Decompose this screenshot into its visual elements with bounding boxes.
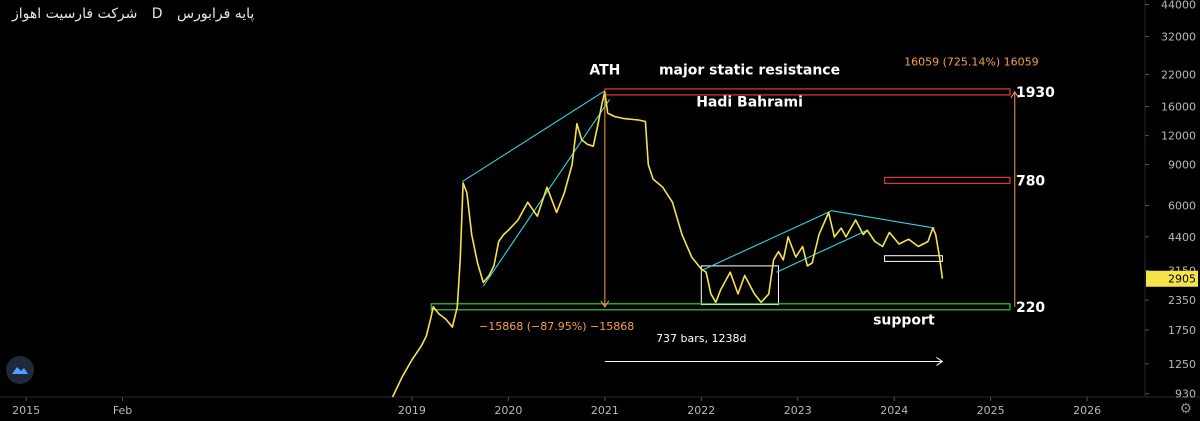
y-tick-label: 1750 xyxy=(1168,324,1196,337)
trendline xyxy=(701,210,832,272)
trendline xyxy=(482,98,611,287)
y-tick-label: 12000 xyxy=(1161,130,1196,143)
x-tick-label: 2025 xyxy=(977,404,1005,417)
chart-annotation: support xyxy=(873,312,935,328)
y-tick-label: 930 xyxy=(1175,388,1196,401)
level-band xyxy=(883,176,1011,184)
company-name: شرکت فارسیت اهواز xyxy=(12,6,138,22)
level-label: 1930 xyxy=(1016,85,1055,101)
y-tick-label: 32000 xyxy=(1161,31,1196,44)
trendline xyxy=(461,90,606,183)
bars-range-arrow-head xyxy=(936,357,944,366)
tradingview-logo-icon[interactable] xyxy=(6,356,34,384)
x-tick-label: 2024 xyxy=(880,404,908,417)
chart-annotation: 16059 (725.14%) 16059 xyxy=(904,56,1039,69)
y-tick-label: 22000 xyxy=(1161,68,1196,81)
chart-annotation: ATH xyxy=(589,62,620,78)
last-price-badge xyxy=(1146,270,1198,287)
symbol-name: پایه فرابورس xyxy=(177,6,255,22)
measure-arrow-head xyxy=(1010,91,1020,99)
chart-annotation: 737 bars, 1238d xyxy=(656,332,746,345)
level-label: 780 xyxy=(1016,173,1045,189)
x-tick-label: 2023 xyxy=(784,404,812,417)
chart-annotation: −15868 (−87.95%) −15868 xyxy=(479,320,634,333)
y-tick-label: 2350 xyxy=(1168,294,1196,307)
timeframe-label[interactable]: D xyxy=(151,6,163,22)
range-box xyxy=(884,255,943,262)
level-label: 220 xyxy=(1016,300,1045,316)
level-band xyxy=(604,88,1011,96)
range-box xyxy=(700,265,779,306)
x-tick-label: 2020 xyxy=(494,404,522,417)
measure-arrow-head xyxy=(600,300,610,308)
y-tick-label: 1250 xyxy=(1168,358,1196,371)
chart-annotation: Hadi Bahrami xyxy=(696,95,803,111)
x-tick-label: 2026 xyxy=(1073,404,1101,417)
y-tick-label: 9000 xyxy=(1168,159,1196,172)
x-tick-label: 2022 xyxy=(687,404,715,417)
x-tick-label: 2021 xyxy=(591,404,619,417)
y-tick-label: 44000 xyxy=(1161,0,1196,11)
chart-title: پایه فرابورس D شرکت فارسیت اهواز xyxy=(12,6,254,22)
last-price-label: 2905 xyxy=(1168,273,1196,286)
trendline xyxy=(776,229,868,273)
x-tick-label: 2015 xyxy=(12,404,40,417)
y-tick-label: 4400 xyxy=(1168,231,1196,244)
x-tick-label: Feb xyxy=(113,404,132,417)
gear-icon[interactable]: ⚙ xyxy=(1179,401,1192,417)
price-series-line xyxy=(391,91,944,398)
y-tick-label: 16000 xyxy=(1161,101,1196,114)
trendline xyxy=(831,210,935,229)
x-tick-label: 2019 xyxy=(398,404,426,417)
chart-annotation: major static resistance xyxy=(659,62,840,78)
y-tick-label: 6000 xyxy=(1168,200,1196,213)
level-band xyxy=(430,303,1011,311)
